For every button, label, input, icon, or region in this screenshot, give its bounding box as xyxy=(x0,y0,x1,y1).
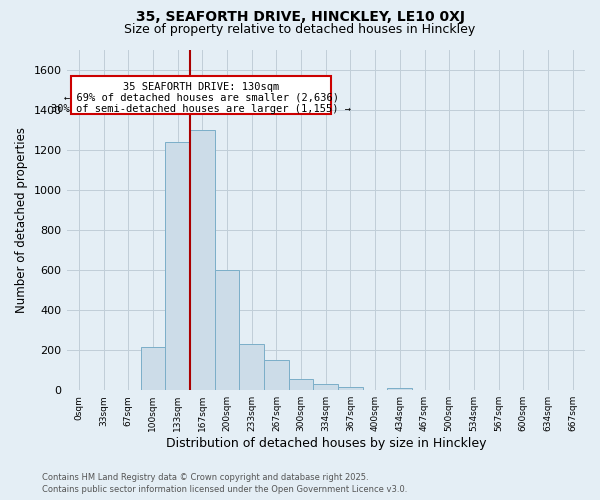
Bar xyxy=(289,379,313,390)
Bar xyxy=(313,384,338,390)
Text: Contains public sector information licensed under the Open Government Licence v3: Contains public sector information licen… xyxy=(42,485,407,494)
Bar xyxy=(239,344,264,390)
Bar xyxy=(264,360,289,390)
Text: 30% of semi-detached houses are larger (1,155) →: 30% of semi-detached houses are larger (… xyxy=(51,104,351,114)
Text: 35, SEAFORTH DRIVE, HINCKLEY, LE10 0XJ: 35, SEAFORTH DRIVE, HINCKLEY, LE10 0XJ xyxy=(136,10,464,24)
Text: Contains HM Land Registry data © Crown copyright and database right 2025.: Contains HM Land Registry data © Crown c… xyxy=(42,474,368,482)
Bar xyxy=(338,387,363,390)
Bar xyxy=(190,130,215,390)
Bar xyxy=(215,270,239,390)
Text: ← 69% of detached houses are smaller (2,636): ← 69% of detached houses are smaller (2,… xyxy=(64,92,338,102)
Bar xyxy=(165,142,190,390)
Y-axis label: Number of detached properties: Number of detached properties xyxy=(15,127,28,313)
Bar xyxy=(140,347,165,390)
Text: Size of property relative to detached houses in Hinckley: Size of property relative to detached ho… xyxy=(124,22,476,36)
X-axis label: Distribution of detached houses by size in Hinckley: Distribution of detached houses by size … xyxy=(166,437,486,450)
FancyBboxPatch shape xyxy=(71,76,331,114)
Bar xyxy=(388,388,412,390)
Text: 35 SEAFORTH DRIVE: 130sqm: 35 SEAFORTH DRIVE: 130sqm xyxy=(123,82,279,92)
